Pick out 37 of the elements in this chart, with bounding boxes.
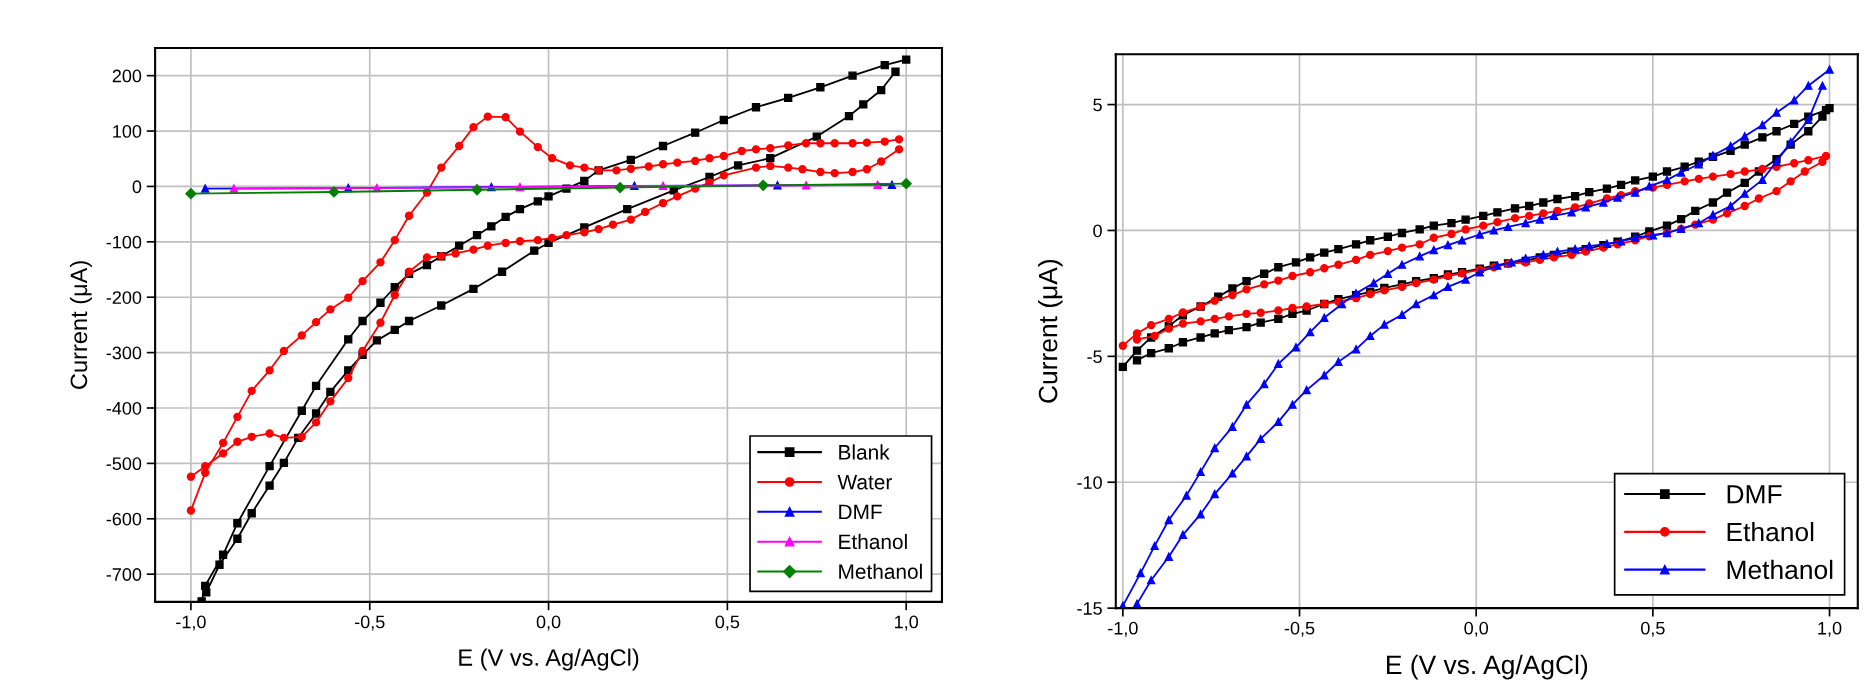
y-tick-label: 200 bbox=[112, 69, 142, 83]
x-tick-label: 1,0 bbox=[895, 615, 919, 631]
legend-label: Blank bbox=[839, 444, 890, 460]
legend-label: DMF bbox=[839, 504, 882, 520]
y-axis-title: Current (μA) bbox=[1038, 259, 1063, 403]
y-tick-label: 0 bbox=[1093, 224, 1102, 238]
y-tick-label: 5 bbox=[1093, 98, 1102, 112]
legend-label: Ethanol bbox=[1727, 521, 1814, 542]
x-tick-label: 0,0 bbox=[1464, 621, 1489, 637]
y-tick-label: -400 bbox=[106, 401, 142, 415]
y-tick-label: -15 bbox=[1077, 602, 1102, 615]
legend-label: Ethanol bbox=[839, 533, 907, 550]
y-tick-label: 100 bbox=[113, 124, 142, 138]
x-axis-title: E (V vs. Ag/AgCl) bbox=[459, 648, 639, 671]
y-axis-title: Current (μA) bbox=[69, 261, 92, 389]
x-tick-label: 0,5 bbox=[1641, 621, 1665, 637]
x-tick-label: -0,5 bbox=[354, 615, 385, 631]
x-tick-label: -1,0 bbox=[176, 615, 206, 631]
y-tick-label: -500 bbox=[106, 457, 142, 471]
y-tick-label: -600 bbox=[106, 512, 142, 526]
x-axis-title: E (V vs. Ag/AgCl) bbox=[1387, 654, 1588, 680]
y-tick-label: -10 bbox=[1077, 476, 1102, 489]
legend-label: Methanol bbox=[1727, 559, 1833, 580]
x-tick-label: -0,5 bbox=[1284, 621, 1315, 637]
x-tick-label: 1,0 bbox=[1818, 621, 1842, 637]
y-tick-label: -700 bbox=[106, 568, 142, 581]
legend-label: DMF bbox=[1727, 485, 1782, 504]
x-tick-label: -1,0 bbox=[1108, 621, 1138, 637]
y-tick-label: -200 bbox=[106, 291, 142, 304]
legend-label: Methanol bbox=[839, 563, 922, 579]
x-tick-label: 0,0 bbox=[536, 615, 561, 631]
y-tick-label: 0 bbox=[132, 180, 142, 194]
y-tick-label: -100 bbox=[106, 235, 142, 249]
y-tick-label: -5 bbox=[1087, 350, 1102, 364]
x-tick-label: 0,5 bbox=[715, 615, 740, 631]
y-tick-label: -300 bbox=[106, 346, 142, 360]
legend-label: Water bbox=[837, 474, 892, 490]
